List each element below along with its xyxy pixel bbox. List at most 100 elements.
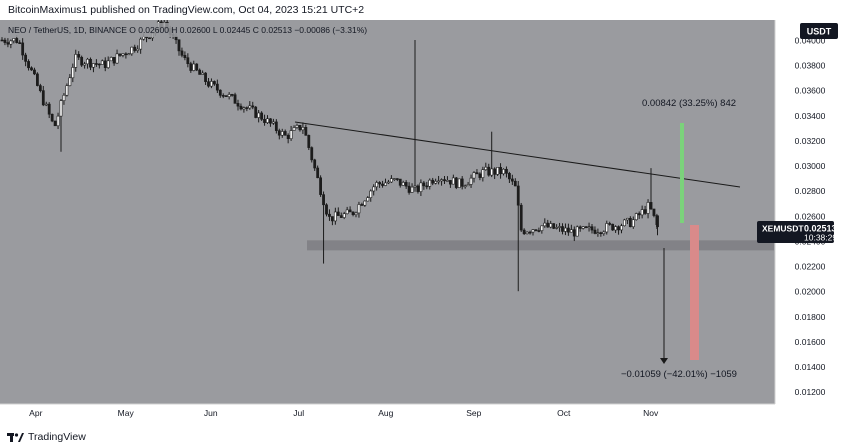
candle-body [15, 38, 19, 43]
candle-body [266, 118, 269, 123]
candle-body [528, 231, 532, 234]
candle-body [53, 120, 57, 127]
candle-body [227, 94, 231, 97]
x-tick-label: Jul [293, 408, 304, 418]
candle-body [233, 94, 237, 104]
price-tag-countdown: 10:38:29 [804, 233, 837, 243]
y-tick-label: 0.03800 [795, 61, 826, 71]
candle-body [283, 131, 287, 136]
candle-body [33, 69, 36, 75]
candle-body [298, 125, 302, 131]
y-tick-label: 0.03400 [795, 111, 826, 121]
measure-up-label: 0.00842 (33.25%) 842 [642, 98, 736, 109]
candle-body [395, 178, 399, 180]
candle-body [519, 204, 523, 231]
candle-body [269, 118, 272, 124]
candle-body [186, 57, 190, 64]
candle-body [614, 226, 618, 231]
candle-body [245, 107, 249, 109]
candle-body [348, 209, 352, 213]
candle-body [112, 57, 116, 64]
candle-body [457, 178, 461, 188]
candle-body [236, 103, 240, 107]
price-chart[interactable]: 0.00842 (33.25%) 842 −0.01059 (−42.01%) … [0, 20, 850, 427]
candle-body [572, 229, 576, 237]
candle-body [3, 39, 7, 43]
time-axis[interactable]: MarAprMayJunJulAugSepOctNov [0, 408, 659, 418]
candle-body [596, 232, 600, 234]
candle-body [493, 168, 497, 175]
candle-body [21, 42, 25, 56]
candle-body [289, 130, 293, 139]
candle-body [127, 53, 131, 56]
candle-body [130, 46, 134, 55]
candle-body [631, 219, 635, 228]
candle-body [9, 40, 13, 45]
y-tick-label: 0.01400 [795, 362, 826, 372]
candle-body [590, 226, 594, 231]
candle-body [540, 225, 544, 231]
x-tick-label: Oct [557, 408, 571, 418]
candle-body [643, 209, 647, 214]
y-tick-label: 0.03000 [795, 161, 826, 171]
candle-body [381, 183, 384, 186]
candle-body [578, 226, 582, 229]
candle-body [118, 53, 122, 56]
x-tick-label: Jun [204, 408, 218, 418]
candle-body [454, 177, 458, 188]
candle-body [599, 232, 603, 234]
candle-body [0, 39, 4, 42]
candle-body [89, 58, 92, 68]
candle-body [286, 134, 290, 139]
candle-body [310, 147, 314, 161]
candle-body [404, 182, 408, 187]
candle-body [35, 73, 39, 86]
candle-body [68, 77, 72, 86]
candle-body [625, 217, 629, 221]
candle-body [251, 105, 255, 108]
candle-body [546, 222, 550, 228]
candle-body [425, 185, 429, 188]
candle-body [446, 180, 449, 182]
currency-badge[interactable] [800, 23, 838, 39]
trend-line [294, 121, 741, 188]
candle-body [384, 182, 387, 186]
candle-body [74, 54, 78, 68]
candle-body [401, 182, 405, 186]
x-tick-label: Nov [643, 408, 659, 418]
candle-body [345, 209, 349, 215]
y-tick-label: 0.04000 [795, 36, 826, 46]
y-tick-label: 0.02600 [795, 211, 826, 221]
candle-body [201, 72, 205, 75]
candle-body [481, 169, 485, 178]
candle-body [295, 125, 299, 128]
candle-body [183, 55, 187, 59]
x-tick-label: Sep [466, 408, 481, 418]
candle-body [109, 57, 113, 62]
tradingview-logo[interactable]: TradingView [7, 431, 86, 443]
candle-body [239, 105, 243, 110]
candle-body [502, 168, 505, 175]
candle-body [478, 173, 482, 178]
candle-body [366, 197, 370, 202]
candle-body [451, 177, 455, 185]
candle-body [387, 181, 390, 184]
candle-body [115, 53, 119, 64]
price-axis[interactable]: 0.04000 0.03800 0.03600 0.03400 0.03200 0.030… [795, 36, 826, 398]
projection-down-bar [690, 225, 699, 360]
candle-body [440, 179, 443, 182]
candle-body [136, 48, 140, 51]
candle-body [257, 112, 261, 118]
candle-body [263, 118, 266, 123]
candle-body [124, 53, 128, 56]
x-tick-label: May [118, 408, 135, 418]
y-tick-label: 0.02200 [795, 262, 826, 272]
candle-body [83, 63, 87, 66]
candle-body [398, 178, 402, 186]
candle-body [463, 185, 467, 188]
candle-body [656, 215, 659, 228]
candle-body [490, 168, 494, 176]
candle-body [325, 204, 328, 215]
y-tick-label: 0.01600 [795, 337, 826, 347]
candle-body [62, 94, 66, 101]
